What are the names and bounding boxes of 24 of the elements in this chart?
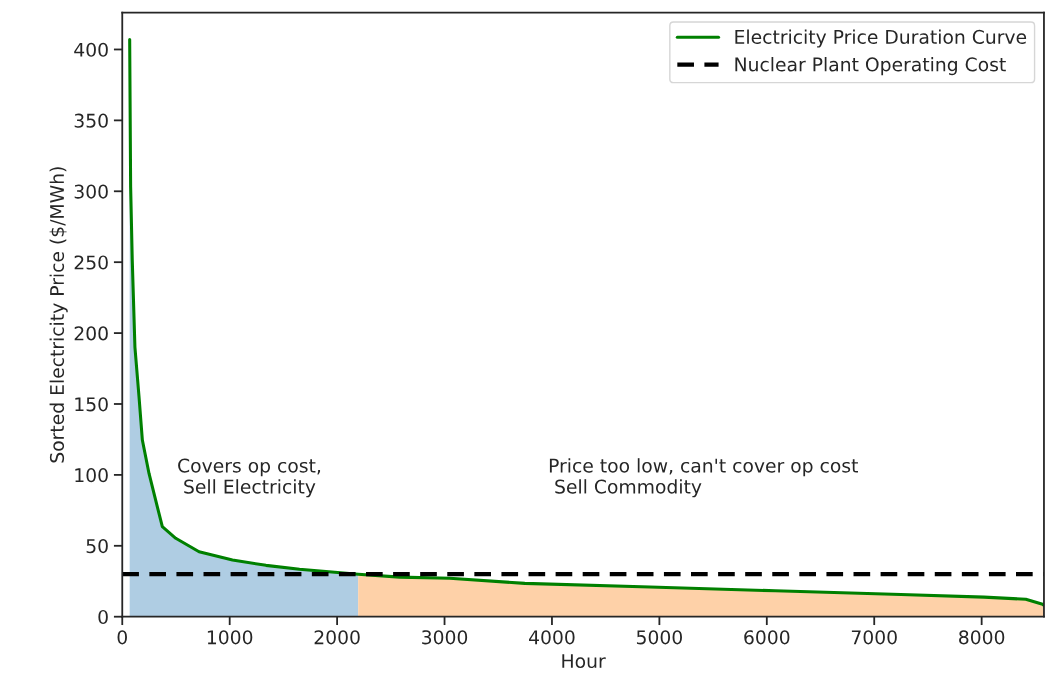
y-axis-title: Sorted Electricity Price ($/MWh) [49, 167, 68, 463]
y-tick-label: 350 [74, 113, 108, 128]
x-tick-label: 8000 [959, 630, 1005, 645]
x-tick-label: 3000 [422, 630, 468, 645]
annotation: Price too low, can't cover op cost Sell Commodity [549, 458, 858, 498]
y-tick-label: 150 [75, 397, 108, 412]
y-tick-label: 250 [74, 255, 108, 270]
legend-label: Nuclear Plant Operating Cost [735, 57, 1006, 76]
x-tick-label: 5000 [636, 630, 682, 645]
y-tick-label: 200 [74, 326, 108, 341]
x-tick-label: 2000 [314, 630, 360, 645]
y-tick-label: 400 [74, 42, 108, 57]
x-tick-label: 6000 [744, 630, 790, 645]
x-axis-title: Hour [562, 654, 606, 669]
y-tick-label: 300 [74, 184, 108, 199]
y-tick-label: 50 [86, 539, 108, 554]
x-tick-label: 0 [117, 630, 127, 645]
legend-label: Electricity Price Duration Curve [735, 29, 1027, 48]
x-tick-label: 4000 [529, 630, 575, 645]
x-tick-label: 7000 [851, 630, 897, 645]
x-tick-label: 1000 [207, 630, 253, 645]
y-tick-label: 0 [98, 609, 108, 625]
annotation: Covers op cost, Sell Electricity [178, 458, 321, 498]
y-tick-label: 100 [75, 468, 108, 483]
